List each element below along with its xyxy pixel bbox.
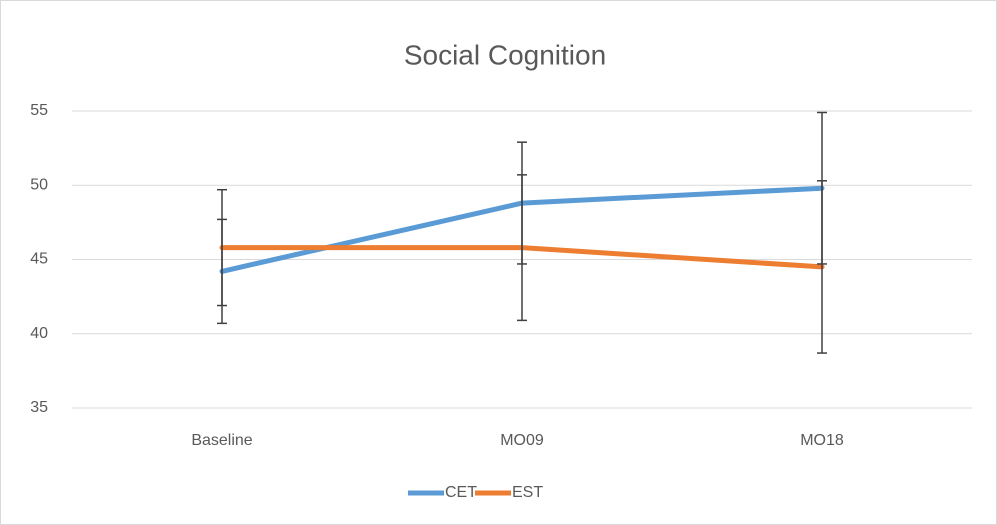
y-tick-label: 50 — [30, 176, 48, 193]
error-bar — [217, 188, 227, 307]
x-tick-label: MO18 — [800, 432, 844, 449]
y-tick-label: 45 — [30, 251, 48, 268]
x-tick-label: MO09 — [500, 432, 544, 449]
legend-label: EST — [512, 484, 543, 501]
y-tick-label: 55 — [30, 102, 48, 119]
y-tick-label: 40 — [30, 325, 48, 342]
error-bar — [817, 180, 827, 354]
error-bar — [517, 174, 527, 322]
legend-label: CET — [445, 484, 477, 501]
y-tick-label: 35 — [30, 399, 48, 416]
chart-title: Social Cognition — [404, 39, 606, 70]
x-tick-label: Baseline — [191, 432, 252, 449]
